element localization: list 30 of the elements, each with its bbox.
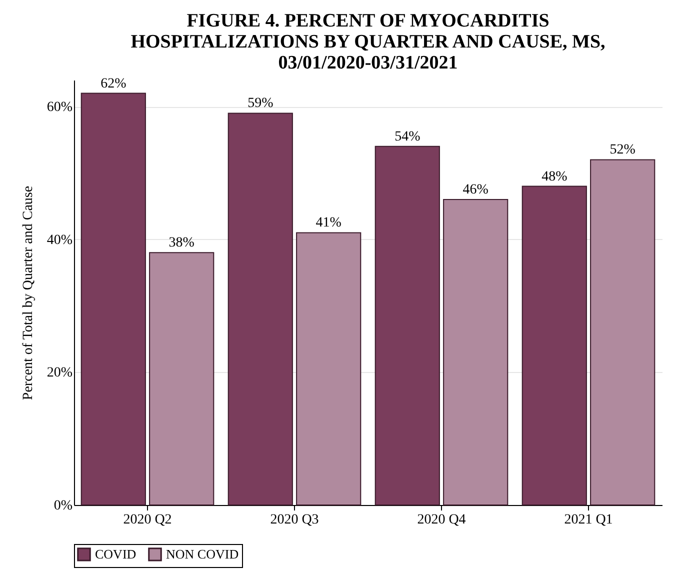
x-tick-label: 2021 Q1 [564,512,613,528]
data-label: 48% [542,169,568,184]
data-label: 46% [462,182,489,198]
y-tick-label: 20% [46,366,73,381]
bar [374,146,440,506]
x-tick-label: 2020 Q3 [270,512,319,528]
data-label: 38% [168,236,195,251]
y-tick-label: 0% [54,498,73,514]
legend-label: COVID [95,546,136,562]
y-axis-title: Percent of Total by Quarter and Cause [20,186,36,400]
bar [80,92,146,506]
data-label: 54% [394,129,421,144]
legend-label: NON COVID [166,546,239,562]
bar [149,252,214,506]
x-tick-label: 2020 Q4 [417,512,466,528]
data-label: 41% [316,216,342,231]
data-label: 62% [100,76,127,92]
text: FIGURE 4. PERCENT OF MYOCARDITIS [186,10,550,32]
y-tick-label: 60% [46,100,73,116]
y-tick-label: 40% [46,232,73,248]
bar [443,199,508,506]
data-label: 52% [610,142,636,158]
text: HOSPITALIZATIONS BY QUARTER AND CAUSE, MS, [130,31,606,52]
bar [296,232,362,506]
text: 03/01/2020-03/31/2021 [278,52,458,74]
bar [590,159,656,506]
data-label: 59% [248,96,274,112]
x-tick-label: 2020 Q2 [123,512,172,528]
bar [522,186,587,506]
bar [228,112,293,506]
